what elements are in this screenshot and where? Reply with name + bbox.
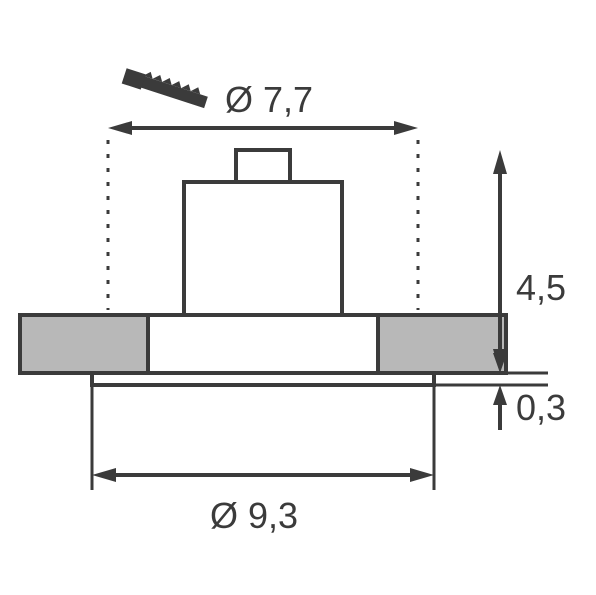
saw-icon [122, 64, 210, 110]
dim-cutout-diameter: Ø 7,7 [108, 64, 418, 135]
ceiling-right [378, 315, 506, 373]
dim-outer-diameter: Ø 9,3 [92, 385, 434, 536]
label-height: 4,5 [516, 267, 566, 308]
label-bezel: 0,3 [516, 387, 566, 428]
label-outer-diameter: Ø 9,3 [210, 495, 298, 536]
technical-drawing: Ø 7,7 Ø 9,3 4,5 [0, 0, 596, 595]
label-cutout-diameter: Ø 7,7 [225, 79, 313, 120]
ceiling-left [20, 315, 148, 373]
